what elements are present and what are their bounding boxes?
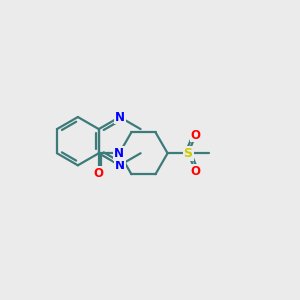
Text: S: S: [184, 147, 193, 160]
Text: N: N: [115, 110, 125, 124]
Text: O: O: [94, 167, 104, 180]
Text: O: O: [191, 128, 201, 142]
Text: N: N: [114, 147, 124, 160]
Text: N: N: [115, 159, 125, 172]
Text: O: O: [191, 165, 201, 178]
